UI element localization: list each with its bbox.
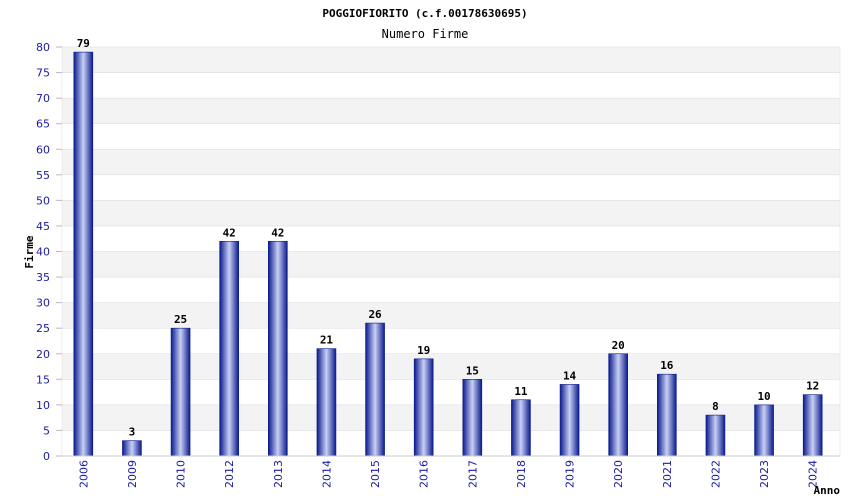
grid-band (61, 123, 841, 150)
bar-2013 (268, 240, 288, 457)
bar-2023 (754, 404, 774, 457)
grid-band (61, 174, 841, 201)
y-tick-label: 25 (36, 322, 50, 335)
bar-2014 (316, 348, 337, 457)
y-axis-ticks: 0 5 10 15 20 25 30 35 40 45 50 55 60 65 70 75 80 (36, 41, 62, 463)
x-tick-label-2022: 2022 (709, 460, 722, 488)
y-tick-label: 45 (36, 220, 50, 233)
y-tick-label: 20 (36, 348, 50, 361)
x-tick-label-2014: 2014 (320, 460, 333, 488)
y-tick-label: 70 (36, 92, 50, 105)
y-tick-label: 75 (36, 67, 50, 80)
y-tick-label: 40 (36, 246, 50, 259)
bars (73, 51, 823, 457)
data-label-2016: 19 (417, 344, 430, 357)
data-label-2015: 26 (368, 308, 382, 321)
y-tick-label: 5 (43, 424, 50, 437)
y-tick-label: 0 (43, 450, 50, 463)
data-label-2018: 11 (514, 385, 528, 398)
y-tick-label: 10 (36, 399, 50, 412)
bar-2018 (511, 399, 531, 457)
x-tick-label-2006: 2006 (77, 460, 90, 488)
data-label-2022: 8 (712, 400, 719, 413)
x-tick-label-2021: 2021 (661, 460, 674, 488)
data-labels: 79 3 25 42 42 21 26 19 15 11 14 20 16 8 10 12 (77, 37, 820, 439)
grid-band (61, 97, 841, 124)
x-tick-label-2015: 2015 (369, 460, 382, 488)
bar-2010 (170, 327, 191, 457)
data-label-2017: 15 (466, 364, 479, 377)
x-tick-label-2024: 2024 (807, 460, 820, 488)
x-tick-label-2019: 2019 (564, 460, 577, 488)
bar-2021 (657, 373, 677, 457)
bar-2016 (413, 358, 434, 457)
y-tick-label: 80 (36, 41, 50, 54)
grid-band (61, 251, 841, 278)
grid-band (61, 46, 841, 73)
data-label-2009: 3 (129, 426, 136, 439)
x-tick-label-2013: 2013 (272, 460, 285, 488)
y-axis-label: Firme (23, 235, 36, 268)
data-label-2010: 25 (174, 313, 187, 326)
x-tick-label-2017: 2017 (466, 460, 479, 488)
y-tick-label: 65 (36, 118, 50, 131)
bar-2015 (365, 322, 385, 457)
x-tick-label-2018: 2018 (515, 460, 528, 488)
grid-band (61, 149, 841, 176)
chart-subtitle: Numero Firme (382, 27, 469, 41)
bar-2009 (122, 440, 142, 457)
bar-2019 (559, 384, 580, 457)
grid-band (61, 225, 841, 252)
data-label-2013: 42 (271, 226, 284, 239)
x-tick-label-2020: 2020 (612, 460, 625, 488)
grid-band (61, 200, 841, 227)
data-label-2023: 10 (757, 390, 770, 403)
bar-2020 (608, 353, 628, 457)
bar-2022 (705, 414, 726, 457)
bar-2006 (73, 51, 94, 457)
y-tick-label: 50 (36, 194, 50, 207)
data-label-2014: 21 (320, 334, 334, 347)
x-axis-label: Anno (814, 484, 841, 497)
x-tick-label-2016: 2016 (418, 460, 431, 488)
x-tick-label-2010: 2010 (175, 460, 188, 488)
grid-band (61, 72, 841, 99)
y-tick-label: 35 (36, 271, 50, 284)
grid-band (61, 302, 841, 329)
y-tick-label: 60 (36, 143, 50, 156)
bar-2012 (219, 240, 239, 457)
data-label-2019: 14 (563, 369, 577, 382)
bar-2024 (802, 394, 823, 457)
x-tick-label-2012: 2012 (223, 460, 236, 488)
grid-band (61, 327, 841, 354)
data-label-2024: 12 (806, 380, 819, 393)
y-tick-label: 55 (36, 169, 50, 182)
y-tick-label: 15 (36, 373, 50, 386)
x-tick-label-2009: 2009 (126, 460, 139, 488)
data-label-2006: 79 (77, 37, 90, 50)
grid-band (61, 353, 841, 380)
x-axis-ticks: 2006 2009 2010 2012 2013 2014 2015 2016 2017 2018… (77, 460, 819, 488)
grid-band (61, 276, 841, 303)
data-label-2020: 20 (612, 339, 625, 352)
x-tick-label-2023: 2023 (758, 460, 771, 488)
grid-bands (61, 46, 841, 457)
data-label-2021: 16 (660, 359, 674, 372)
y-tick-label: 30 (36, 297, 50, 310)
chart-title: POGGIOFIORITO (c.f.00178630695) (322, 7, 527, 20)
bar-2017 (462, 379, 483, 457)
data-label-2012: 42 (223, 226, 236, 239)
